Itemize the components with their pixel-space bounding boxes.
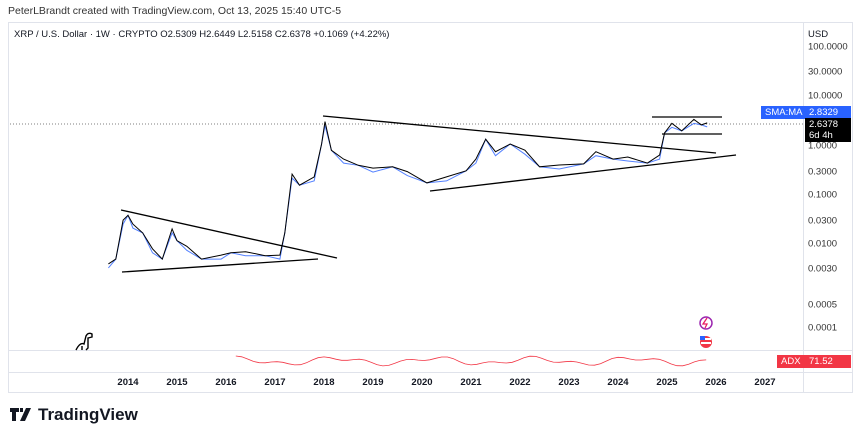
year-label: 2019: [362, 377, 384, 388]
adx-label[interactable]: ADX: [777, 355, 805, 368]
year-label: 2014: [117, 377, 139, 388]
year-label: 2024: [607, 377, 629, 388]
chart-frame[interactable]: [8, 22, 853, 393]
price-tick: 0.0005: [808, 299, 838, 311]
symbol-legend[interactable]: XRP / U.S. Dollar · 1W · CRYPTO O2.5309 …: [14, 29, 390, 40]
price-tick: 10.0000: [808, 90, 843, 102]
price-tick: 0.3000: [808, 166, 838, 178]
sma-label[interactable]: SMA:MA: [761, 106, 807, 119]
chart-caption: PeterLBrandt created with TradingView.co…: [8, 5, 342, 17]
tradingview-logo-icon: [10, 408, 31, 421]
trendline: [322, 115, 717, 154]
sma-value: 2.8329: [805, 106, 851, 119]
trendline: [120, 209, 338, 259]
pane-separator[interactable]: [8, 350, 853, 351]
dinosaur-icon: [75, 332, 93, 351]
year-label: 2023: [558, 377, 580, 388]
bar-countdown: 6d 4h: [809, 130, 833, 141]
price-line: [108, 118, 708, 265]
year-label: 2026: [705, 377, 727, 388]
price-tick: 0.1000: [808, 189, 838, 201]
trendlines: [120, 115, 737, 273]
price-tick: 0.0030: [808, 263, 838, 275]
moving-average-line: [108, 122, 708, 269]
brand-name: TradingView: [38, 405, 138, 424]
trendline: [429, 154, 737, 192]
year-label: 2021: [460, 377, 482, 388]
price-tick: 0.0001: [808, 322, 838, 334]
price-tick: 1.0000: [808, 140, 838, 152]
year-label: 2027: [754, 377, 776, 388]
year-label: 2015: [166, 377, 188, 388]
close-price-badge: 2.6378 6d 4h: [805, 118, 851, 142]
year-label: 2018: [313, 377, 335, 388]
year-label: 2016: [215, 377, 237, 388]
price-axis[interactable]: [803, 22, 853, 393]
price-tick: 30.0000: [808, 66, 843, 78]
tradingview-logo[interactable]: TradingView: [10, 405, 138, 425]
adx-value: 71.52: [805, 355, 851, 368]
close-price: 2.6378: [809, 119, 839, 130]
us-flag-icon: [700, 336, 712, 348]
price-tick: 100.0000: [808, 41, 848, 53]
price-tick: 0.0300: [808, 215, 838, 227]
price-tick: 0.0100: [808, 238, 838, 250]
year-label: 2020: [411, 377, 433, 388]
year-label: 2017: [264, 377, 286, 388]
trendline: [121, 258, 319, 273]
year-label: 2025: [656, 377, 678, 388]
year-label: 2022: [509, 377, 531, 388]
time-axis[interactable]: [8, 372, 853, 373]
lightning-icon: [699, 316, 713, 330]
currency-label[interactable]: USD: [808, 29, 829, 40]
adx-line: [235, 355, 707, 367]
